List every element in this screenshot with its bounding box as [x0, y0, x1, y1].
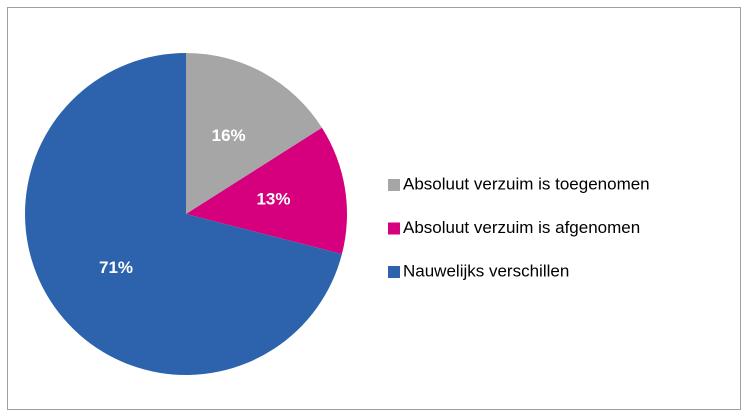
legend-swatch [388, 266, 400, 278]
legend-label: Absoluut verzuim is afgenomen [403, 218, 640, 237]
slice-label: 16% [212, 126, 246, 145]
slice-label: 13% [256, 190, 290, 209]
legend-swatch [388, 222, 400, 235]
legend-label: Nauwelijks verschillen [403, 261, 569, 280]
pie-slice [25, 53, 342, 375]
pie-slice [186, 53, 322, 214]
legend-label: Absoluut verzuim is toegenomen [403, 174, 650, 193]
pie-slice [186, 127, 347, 255]
legend-swatch [388, 179, 400, 191]
slice-label: 71% [99, 258, 133, 277]
